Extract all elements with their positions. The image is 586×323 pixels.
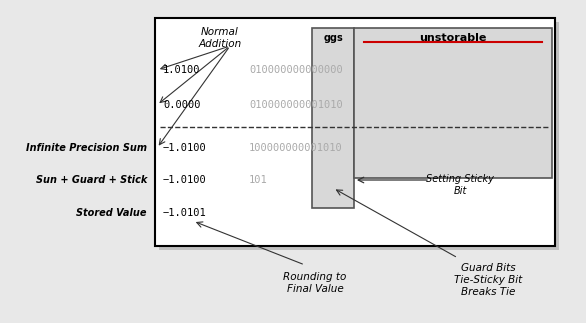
Text: unstorable: unstorable: [420, 33, 487, 43]
Text: Rounding to
Final Value: Rounding to Final Value: [283, 272, 347, 294]
Text: −1.0100: −1.0100: [163, 143, 207, 153]
Text: −1.0100: −1.0100: [163, 175, 207, 185]
Text: ggs: ggs: [323, 33, 343, 43]
Text: Sun + Guard + Stick: Sun + Guard + Stick: [36, 175, 147, 185]
Text: 010000000000000: 010000000000000: [249, 65, 343, 75]
Text: Normal
Addition: Normal Addition: [199, 27, 241, 49]
Text: 010000000001010: 010000000001010: [249, 100, 343, 110]
Text: 100000000001010: 100000000001010: [249, 143, 343, 153]
Bar: [312, 28, 354, 208]
Text: Infinite Precision Sum: Infinite Precision Sum: [26, 143, 147, 153]
Text: Stored Value: Stored Value: [77, 208, 147, 218]
Text: −1.0101: −1.0101: [163, 208, 207, 218]
Text: 1.0100: 1.0100: [163, 65, 200, 75]
Bar: [155, 18, 555, 246]
Text: 0.0000: 0.0000: [163, 100, 200, 110]
Bar: [354, 28, 552, 178]
Text: Guard Bits
Tie-Sticky Bit
Breaks Tie: Guard Bits Tie-Sticky Bit Breaks Tie: [454, 263, 522, 297]
Text: Setting Sticky
Bit: Setting Sticky Bit: [426, 174, 494, 196]
Bar: [159, 22, 559, 250]
Text: 101: 101: [249, 175, 268, 185]
